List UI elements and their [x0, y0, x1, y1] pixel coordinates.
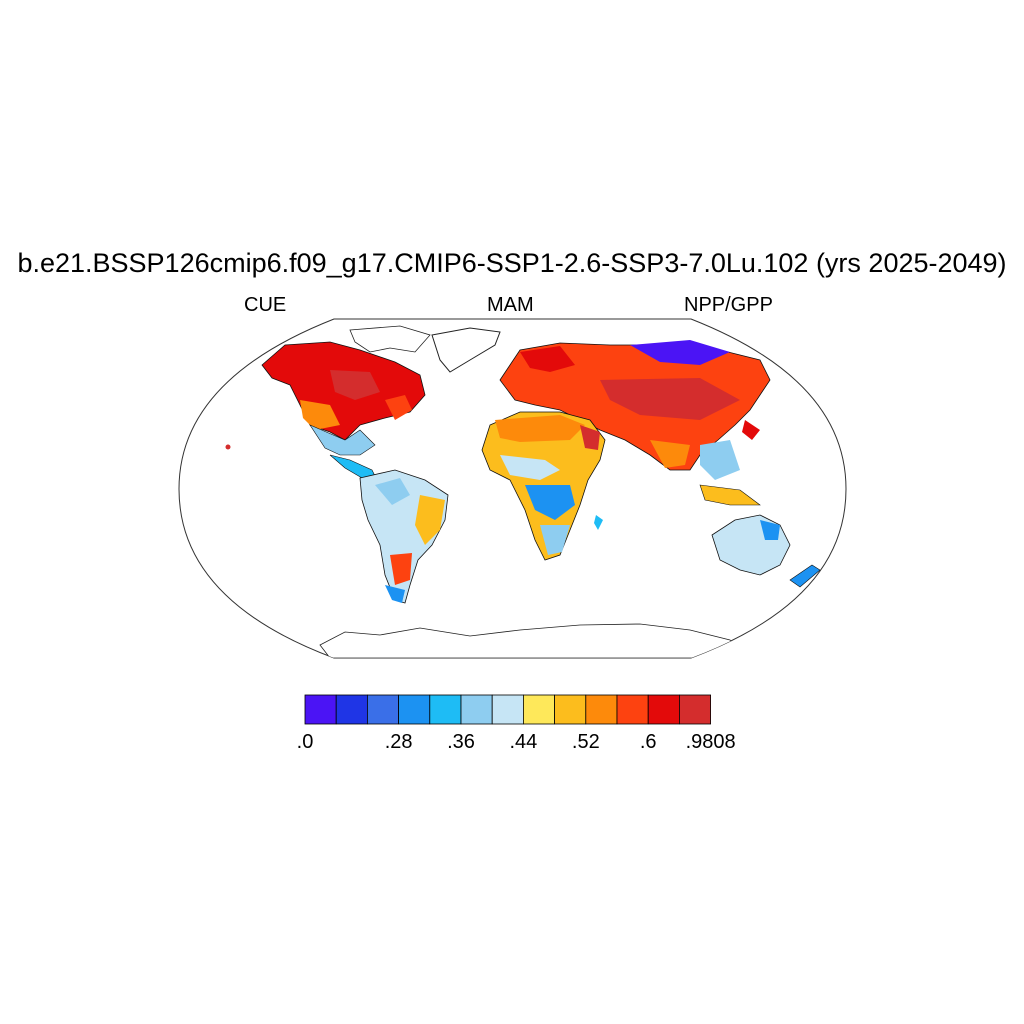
season-label: MAM: [487, 294, 534, 316]
colorbar-swatch: [523, 694, 556, 725]
colorbar-tick-label: .9808: [685, 731, 736, 753]
colorbar-swatch: [491, 694, 524, 725]
colorbar-swatch: [398, 694, 431, 725]
colorbar-swatch: [429, 694, 462, 725]
quantity-label: NPP/GPP: [684, 294, 773, 316]
map-title: b.e21.BSSP126cmip6.f09_g17.CMIP6-SSP1-2.…: [17, 248, 1007, 278]
colorbar-tick-label: .52: [571, 731, 600, 753]
greenland-outline: [431, 327, 501, 373]
colorbar-swatch: [647, 694, 680, 725]
africa: [481, 411, 606, 561]
colorbar-swatch: [335, 694, 368, 725]
colorbar-swatch: [460, 694, 493, 725]
north-america: [225, 341, 426, 483]
colorbar-swatch: [554, 694, 587, 725]
variable-label: CUE: [244, 294, 287, 316]
colorbar-tick-label: .28: [384, 731, 413, 753]
colorbar-tick-label: .36: [447, 731, 475, 753]
colorbar-swatch: [304, 694, 337, 725]
colorbar-tick-label: .0: [296, 731, 314, 753]
colorbar-swatch: [366, 694, 399, 725]
australia: [711, 514, 821, 588]
colorbar-swatch: [616, 694, 649, 725]
colorbar-tick-label: .6: [639, 731, 657, 753]
eurasia: [499, 340, 771, 506]
south-america: [359, 469, 449, 604]
colorbar-swatch: [679, 694, 712, 725]
colorbar-tick-label: .44: [509, 731, 538, 753]
colorbar-swatch: [585, 694, 618, 725]
colorbar: [304, 694, 712, 725]
arctic-islands-outline: [349, 325, 431, 353]
